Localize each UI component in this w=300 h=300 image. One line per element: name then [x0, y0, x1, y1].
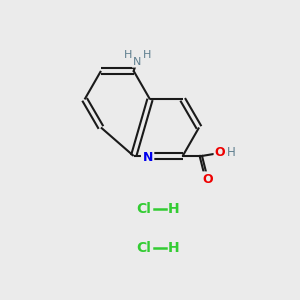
- Text: H: H: [167, 202, 179, 216]
- Text: O: O: [215, 146, 226, 159]
- Text: H: H: [167, 241, 179, 255]
- Text: O: O: [202, 172, 213, 186]
- Text: H: H: [227, 146, 236, 159]
- Text: H: H: [124, 50, 132, 60]
- Text: N: N: [142, 151, 153, 164]
- Text: N: N: [132, 57, 141, 67]
- Text: Cl: Cl: [136, 202, 152, 216]
- Text: Cl: Cl: [136, 241, 152, 255]
- Text: H: H: [142, 50, 151, 60]
